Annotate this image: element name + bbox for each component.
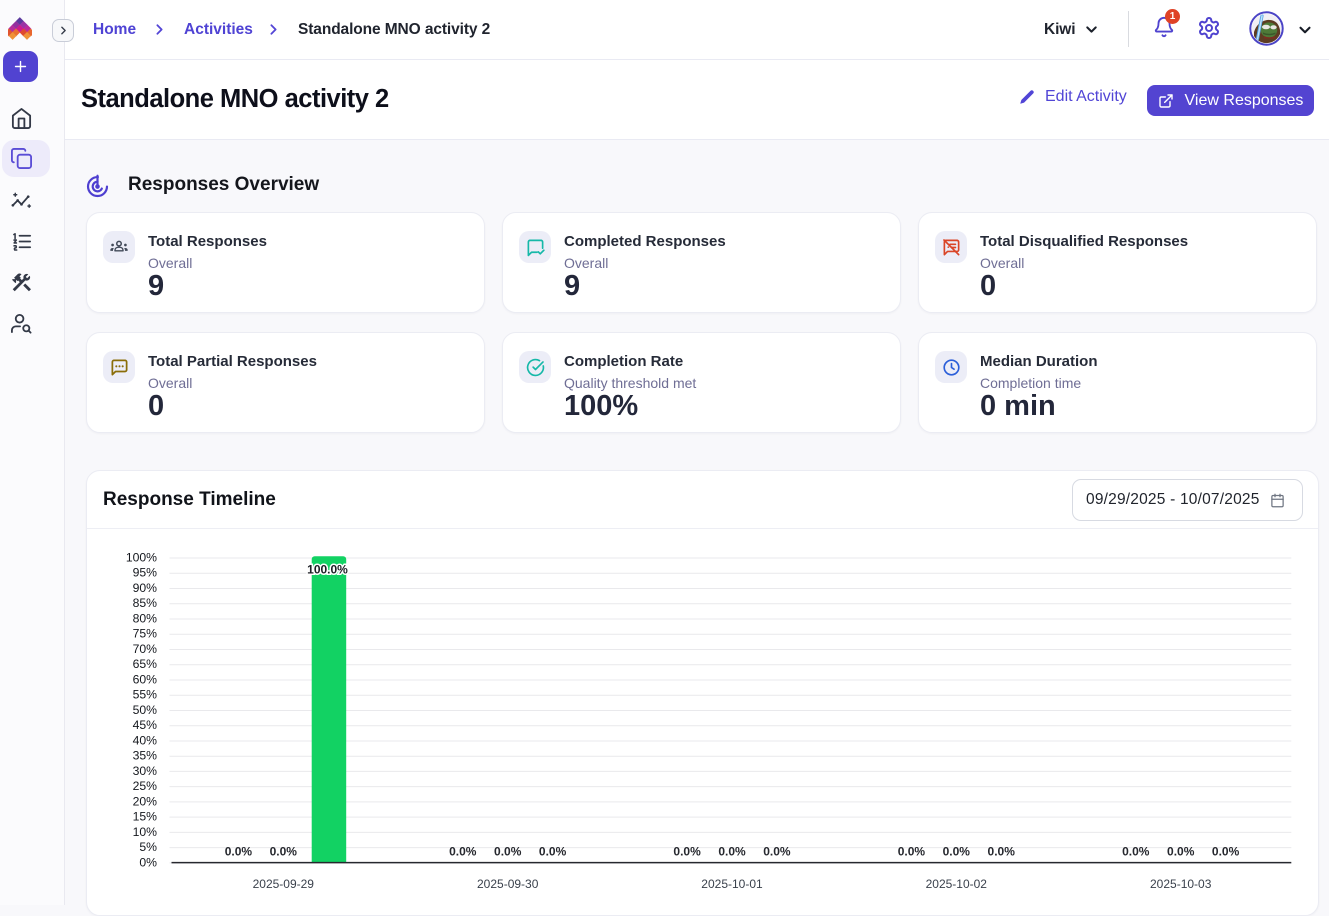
svg-text:2025-10-02: 2025-10-02 [926,876,988,890]
svg-text:60%: 60% [133,672,158,686]
svg-text:0.0%: 0.0% [225,844,253,858]
svg-text:0.0%: 0.0% [1212,844,1240,858]
svg-text:80%: 80% [133,611,158,625]
svg-text:90%: 90% [133,580,158,594]
svg-text:20%: 20% [133,794,158,808]
svg-text:25%: 25% [133,779,158,793]
svg-text:15%: 15% [133,809,158,823]
svg-text:0.0%: 0.0% [718,844,746,858]
svg-text:30%: 30% [133,763,158,777]
svg-text:40%: 40% [133,733,158,747]
svg-text:0.0%: 0.0% [1167,844,1195,858]
svg-text:0.0%: 0.0% [673,844,701,858]
svg-text:100.0%: 100.0% [307,562,348,576]
svg-text:2025-10-03: 2025-10-03 [1150,876,1212,890]
svg-text:55%: 55% [133,687,158,701]
svg-text:0.0%: 0.0% [539,844,567,858]
svg-text:0%: 0% [139,855,157,869]
svg-text:0.0%: 0.0% [1122,844,1150,858]
svg-text:35%: 35% [133,748,158,762]
svg-text:10%: 10% [133,824,158,838]
svg-text:0.0%: 0.0% [898,844,926,858]
svg-text:5%: 5% [139,840,157,854]
svg-text:75%: 75% [133,626,158,640]
svg-text:95%: 95% [133,565,158,579]
svg-text:0.0%: 0.0% [943,844,971,858]
svg-text:85%: 85% [133,596,158,610]
svg-text:50%: 50% [133,702,158,716]
svg-text:70%: 70% [133,641,158,655]
svg-text:0.0%: 0.0% [270,844,298,858]
svg-text:100%: 100% [126,550,157,564]
svg-text:2025-09-29: 2025-09-29 [253,876,315,890]
svg-text:0.0%: 0.0% [763,844,791,858]
svg-text:45%: 45% [133,718,158,732]
svg-text:2025-10-01: 2025-10-01 [701,876,763,890]
svg-text:0.0%: 0.0% [494,844,522,858]
svg-text:65%: 65% [133,657,158,671]
svg-text:0.0%: 0.0% [988,844,1016,858]
svg-text:2025-09-30: 2025-09-30 [477,876,539,890]
svg-text:0.0%: 0.0% [449,844,477,858]
